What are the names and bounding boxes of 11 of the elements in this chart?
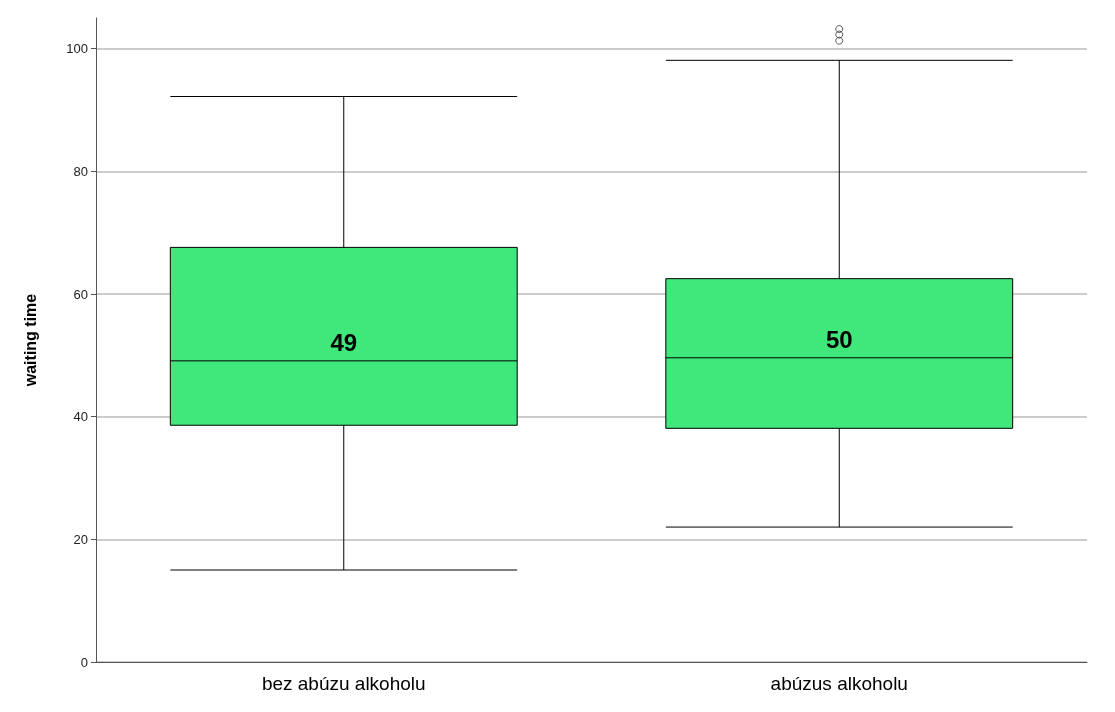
y-tick-label: 100	[66, 41, 88, 57]
y-tick-label: 80	[73, 163, 88, 179]
y-axis-title: waiting time	[21, 293, 39, 388]
y-tick-label: 20	[73, 531, 88, 547]
x-tick-label: bez abúzu alkoholu	[261, 673, 426, 694]
annotation: 50	[825, 326, 853, 354]
annotation: 49	[330, 329, 358, 357]
y-tick-label: 60	[73, 286, 88, 302]
y-tick-label: 0	[80, 654, 88, 670]
x-tick-label: abúzus alkoholu	[770, 673, 908, 694]
y-tick-label: 40	[73, 409, 88, 425]
